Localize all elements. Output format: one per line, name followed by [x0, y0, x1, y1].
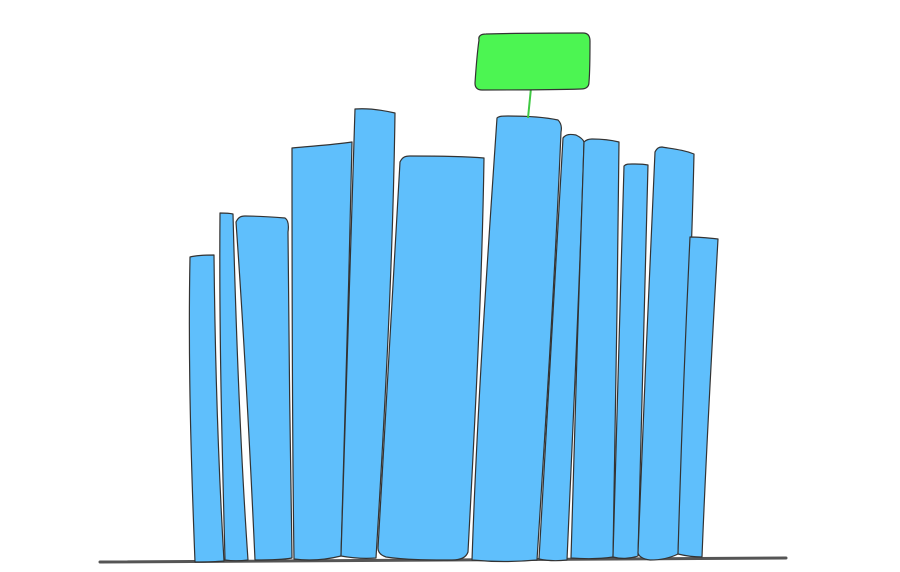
tag-label-shape [474, 32, 591, 91]
book-2 [219, 212, 249, 562]
book-12 [677, 236, 719, 558]
book-3 [235, 215, 293, 561]
book-7 [471, 115, 562, 563]
book-10 [612, 163, 649, 559]
bookmark-tag-icon [474, 32, 591, 119]
book-8 [538, 133, 585, 562]
tag-stem [527, 87, 532, 119]
book-9 [570, 138, 620, 560]
book-1 [188, 254, 225, 563]
book-5 [340, 108, 396, 559]
book-6 [377, 155, 485, 561]
book-row [188, 108, 719, 563]
